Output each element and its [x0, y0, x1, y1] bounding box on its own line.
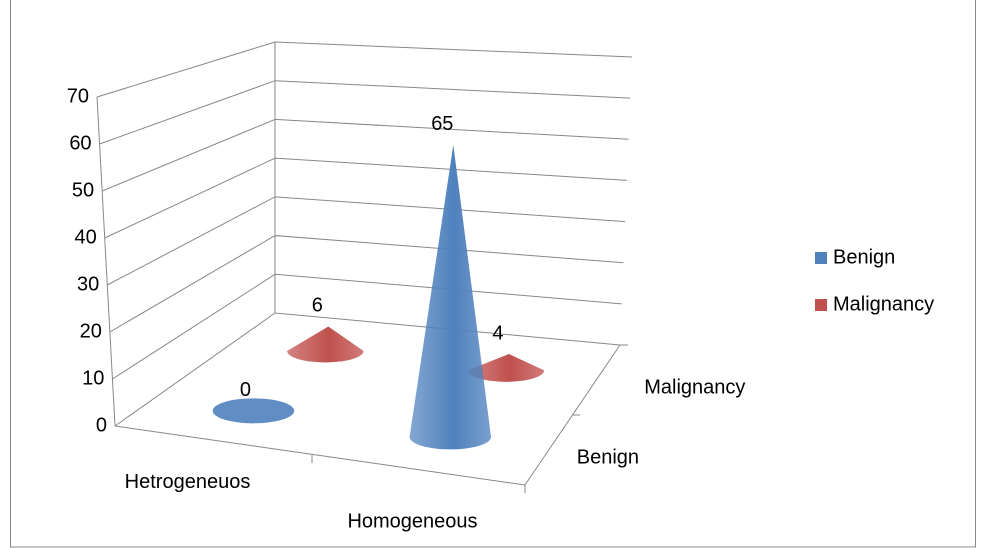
- cone: [287, 326, 364, 363]
- value-label: 0: [240, 379, 251, 401]
- legend-label: Benign: [833, 246, 895, 268]
- grid-line: [107, 196, 626, 286]
- y-tick-label: 40: [74, 226, 96, 248]
- grid-line: [109, 235, 624, 333]
- y-axis: [96, 96, 116, 427]
- cone: [467, 353, 545, 382]
- y-tick-label: 20: [80, 320, 102, 342]
- y-tick-label: 30: [77, 273, 99, 295]
- legend-swatch: [815, 299, 827, 311]
- chart-border: [10, 0, 976, 548]
- y-tick-label: 70: [67, 85, 89, 107]
- cone: [212, 398, 295, 424]
- legend-swatch: [815, 252, 827, 264]
- y-tick-label: 10: [82, 367, 104, 389]
- floor-edge: [114, 344, 621, 486]
- y-tick-label: 60: [69, 132, 91, 154]
- grid-line: [96, 41, 633, 98]
- y-tick-label: 0: [96, 414, 107, 436]
- grid-line: [114, 312, 621, 427]
- grid-line: [112, 273, 622, 380]
- value-label: 6: [312, 295, 323, 317]
- cone: [409, 144, 492, 450]
- z-tick-label: Benign: [577, 446, 639, 468]
- value-label: 4: [492, 322, 503, 344]
- z-tick-label: Malignancy: [644, 376, 745, 398]
- x-tick-label: Hetrogeneuos: [125, 471, 251, 493]
- y-tick-label: 50: [72, 179, 94, 201]
- grid-line: [101, 118, 629, 192]
- value-label: 65: [431, 113, 453, 135]
- x-tick-label: Homogeneous: [347, 511, 477, 533]
- grid-line: [104, 157, 627, 239]
- legend-label: Malignancy: [833, 293, 934, 315]
